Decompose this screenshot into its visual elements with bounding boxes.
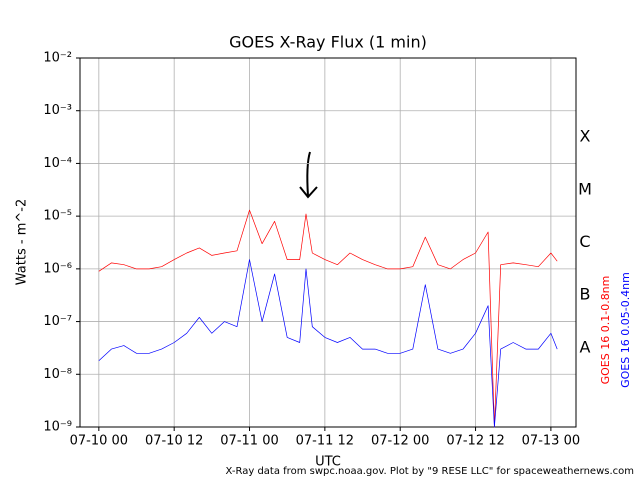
flare-class-label: A xyxy=(580,337,591,356)
series-line xyxy=(98,209,558,428)
y-tick-label: 10⁻⁶ xyxy=(43,261,72,276)
x-tick-label: 07-13 00 xyxy=(522,434,580,449)
x-tick-label: 07-10 00 xyxy=(70,434,128,449)
y-axis-label: Watts - m^-2 xyxy=(15,199,30,285)
chart-title: GOES X-Ray Flux (1 min) xyxy=(229,33,427,52)
flare-class-label: B xyxy=(580,285,591,304)
y-tick-label: 10⁻⁴ xyxy=(43,156,72,171)
y-tick-label: 10⁻³ xyxy=(43,103,72,118)
y-tick-label: 10⁻⁷ xyxy=(43,314,72,329)
flare-class-label: M xyxy=(578,179,592,198)
x-tick-label: 07-11 12 xyxy=(296,434,354,449)
x-axis-label: UTC xyxy=(315,455,341,470)
y-tick-label: 10⁻⁸ xyxy=(43,367,72,382)
source-note: X-Ray data from swpc.noaa.gov. Plot by "… xyxy=(226,466,634,477)
x-tick-label: 07-11 00 xyxy=(220,434,278,449)
series-line xyxy=(98,259,558,428)
y-tick-label: 10⁻⁵ xyxy=(43,209,72,224)
arrow-annotation xyxy=(299,151,318,199)
y-tick-label: 10⁻⁹ xyxy=(43,420,72,435)
y-tick-label: 10⁻² xyxy=(43,51,72,66)
legend-label: GOES 16 0.1-0.8nm xyxy=(599,276,612,385)
legend-label: GOES 16 0.05-0.4nm xyxy=(619,272,632,388)
flare-class-label: C xyxy=(579,232,590,251)
x-tick-label: 07-10 12 xyxy=(145,434,203,449)
flare-class-label: X xyxy=(580,127,591,146)
plot-frame xyxy=(79,57,577,428)
x-tick-label: 07-12 12 xyxy=(446,434,504,449)
x-tick-label: 07-12 00 xyxy=(371,434,429,449)
